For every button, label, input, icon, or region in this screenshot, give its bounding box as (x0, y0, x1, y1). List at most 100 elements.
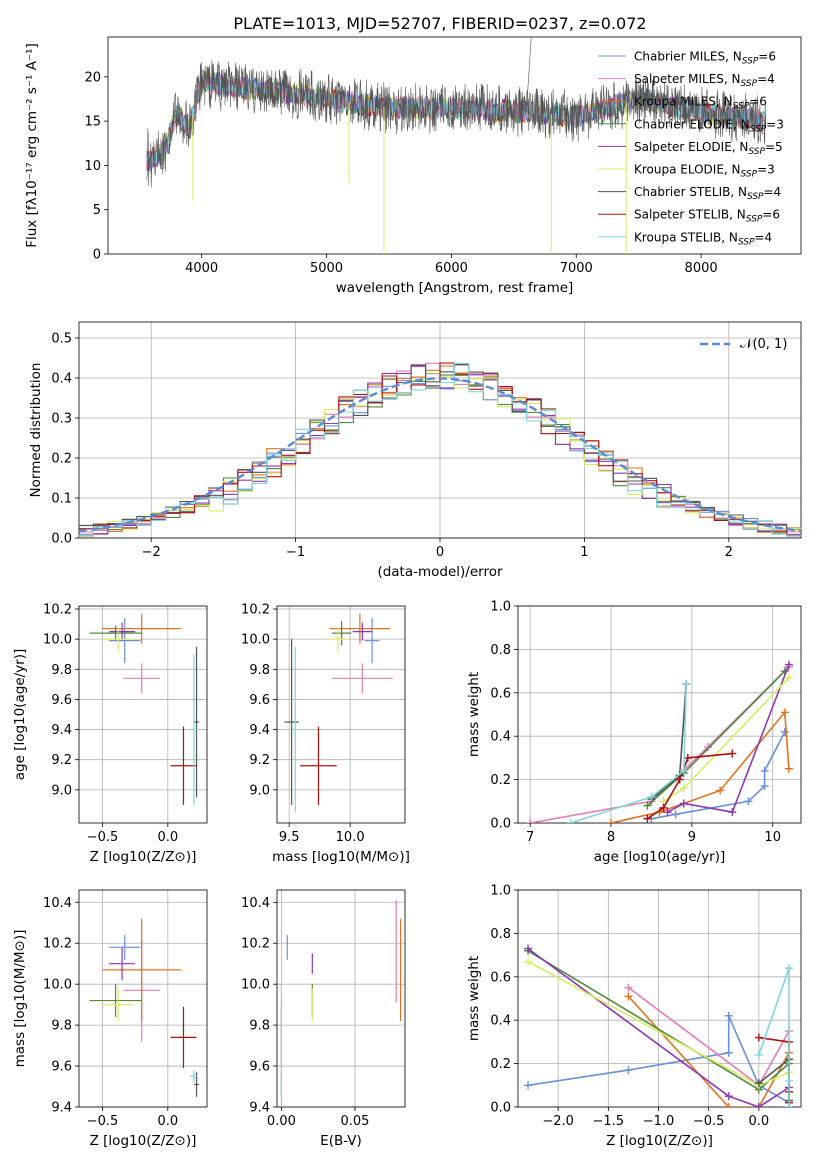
y-tick-label: 10.2 (43, 937, 72, 952)
y-tick-label: 0.2 (51, 452, 72, 467)
x-axis-label: wavelength [Angstrom, rest frame] (336, 280, 574, 296)
axes-frame (517, 605, 802, 824)
y-tick-label: 9.6 (51, 693, 72, 708)
y-tick-label: 0.4 (51, 372, 72, 387)
axes-frame (107, 36, 802, 255)
y-axis-label: Flux [fλ10⁻¹⁷ erg cm⁻² s⁻¹ A⁻¹] (24, 43, 40, 248)
marker-kroupa_stelib (566, 819, 575, 823)
x-axis-label: Z [log10(Z/Z⊙)] (90, 1133, 197, 1149)
x-tick-label: 0.00 (267, 1114, 296, 1129)
marker-kroupa_stelib (682, 680, 691, 689)
series-line-chabrier_miles (651, 731, 786, 820)
marker-chabrier_elodie (643, 801, 652, 810)
x-tick-label: 4000 (185, 261, 218, 276)
marker-salpeter_miles (526, 819, 535, 823)
massweight_vs_Z-plot: −2.0 −1.5 −1.0 −0.5 0.0 0.0 0.2 0.4 0.6 0.8 1.0 Z [… (466, 884, 802, 1149)
marker-salpeter_stelib (659, 803, 668, 812)
y-tick-label: 9.6 (249, 1060, 270, 1075)
mass_vs_Z-plot: −0.5 0.0 9.4 9.6 9.8 10.0 10.2 10.4 Z [log10(Z/Z… (12, 889, 208, 1149)
residual-hist-kroupa_stelib (79, 362, 801, 538)
y-tick-label: 9.6 (51, 1060, 72, 1075)
y-tick-label: 9.4 (51, 1101, 72, 1116)
x-tick-label: 9.5 (279, 830, 300, 845)
x-tick-label: 6000 (435, 261, 468, 276)
y-tick-label: 10.2 (43, 603, 72, 618)
y-tick-label: 9.0 (249, 783, 270, 798)
marker-chabrier_miles (524, 1081, 533, 1090)
legend-label: Kroupa ELODIE, NSSP=3 (634, 163, 775, 180)
y-tick-label: 0.6 (490, 686, 511, 701)
gaussian-curve (79, 377, 801, 533)
axes-frame (517, 889, 802, 1108)
x-tick-label: 7 (526, 830, 534, 845)
x-tick-label: 0.0 (157, 830, 178, 845)
x-tick-label: 9 (688, 830, 696, 845)
x-tick-label: −0.5 (87, 1114, 119, 1129)
marker-kroupa_stelib (784, 964, 793, 973)
x-tick-label: −1 (286, 545, 305, 560)
marker-salpeter_elodie (728, 808, 737, 817)
marker-chabrier_miles (760, 766, 769, 775)
marker-kroupa_miles (606, 819, 615, 823)
y-tick-label: 9.6 (249, 693, 270, 708)
marker-kroupa_stelib (784, 1076, 793, 1085)
legend-label: Chabrier ELODIE, NSSP=3 (634, 117, 784, 134)
series-line-kroupa_stelib (570, 684, 687, 823)
legend-label: Kroupa MILES, NSSP=6 (634, 95, 767, 112)
legend-label: Salpeter STELIB, NSSP=6 (634, 208, 780, 225)
marker-kroupa_miles (624, 992, 633, 1001)
axes-frame (276, 605, 406, 824)
y-tick-label: 10.2 (241, 603, 270, 618)
x-tick-label: −1.0 (643, 1114, 675, 1129)
marker-kroupa_miles (724, 1103, 733, 1107)
marker-kroupa_elodie (679, 784, 688, 793)
y-tick-label: 0.6 (490, 970, 511, 985)
marker-chabrier_miles (780, 727, 789, 736)
y-tick-label: 9.8 (51, 663, 72, 678)
marker-salpeter_elodie (784, 660, 793, 669)
marker-salpeter_miles (624, 983, 633, 992)
marker-chabrier_miles (624, 1066, 633, 1075)
x-tick-label: 1 (580, 545, 588, 560)
y-tick-label: 0.2 (490, 1057, 511, 1072)
marker-kroupa_miles (784, 764, 793, 773)
axes-frame (78, 889, 208, 1108)
y-tick-label: 9.4 (51, 723, 72, 738)
y-tick-label: 0.0 (490, 1101, 511, 1116)
marker-kroupa_stelib (784, 1103, 793, 1107)
x-tick-label: −0.5 (87, 830, 119, 845)
x-tick-label: 8000 (685, 261, 718, 276)
marker-kroupa_stelib (647, 792, 656, 801)
y-tick-label: 9.8 (249, 1019, 270, 1034)
x-tick-label: −2 (142, 545, 161, 560)
legend-label: Salpeter MILES, NSSP=4 (634, 72, 775, 89)
marker-kroupa_stelib (754, 1050, 763, 1059)
y-axis-label: mass weight (466, 672, 482, 757)
legend-label: Salpeter ELODIE, NSSP=5 (634, 140, 783, 157)
y-tick-label: 0.4 (490, 730, 511, 745)
series-line-chabrier_miles (527, 1015, 790, 1104)
y-tick-label: 5 (93, 203, 101, 218)
age_vs_Z-plot: −0.5 0.0 9.0 9.2 9.4 9.6 9.8 10.0 10.2 Z [log10(Z… (12, 603, 208, 865)
x-axis-label: Z [log10(Z/Z⊙)] (90, 849, 197, 865)
x-tick-label: −2.0 (542, 1114, 574, 1129)
y-tick-label: 10.4 (241, 896, 270, 911)
marker-kroupa_stelib (679, 766, 688, 775)
x-tick-label: 0 (436, 545, 444, 560)
y-axis-label: Normed distribution (28, 363, 44, 498)
spectrum-plot: 4000 5000 6000 7000 8000 0 5 10 15 20 wavelength [… (24, 36, 802, 296)
legend-label: Chabrier MILES, NSSP=6 (634, 50, 776, 67)
x-axis-label: Z [log10(Z/Z⊙)] (606, 1133, 713, 1149)
x-tick-label: −1.5 (593, 1114, 625, 1129)
y-tick-label: 0.8 (490, 643, 511, 658)
marker-chabrier_miles (744, 797, 753, 806)
x-tick-label: 5000 (310, 261, 343, 276)
y-tick-label: 9.4 (249, 1101, 270, 1116)
age_vs_mass-plot: 9.5 10.0 9.0 9.2 9.4 9.6 9.8 10.0 10.2 mass [log1… (241, 603, 410, 865)
series-line-salpeter_elodie (667, 664, 790, 814)
series-line-kroupa_miles (627, 995, 790, 1107)
x-tick-label: 0.0 (749, 1114, 770, 1129)
y-tick-label: 0.3 (51, 412, 72, 427)
marker-kroupa_elodie (784, 673, 793, 682)
marker-chabrier_stelib (754, 1079, 763, 1088)
